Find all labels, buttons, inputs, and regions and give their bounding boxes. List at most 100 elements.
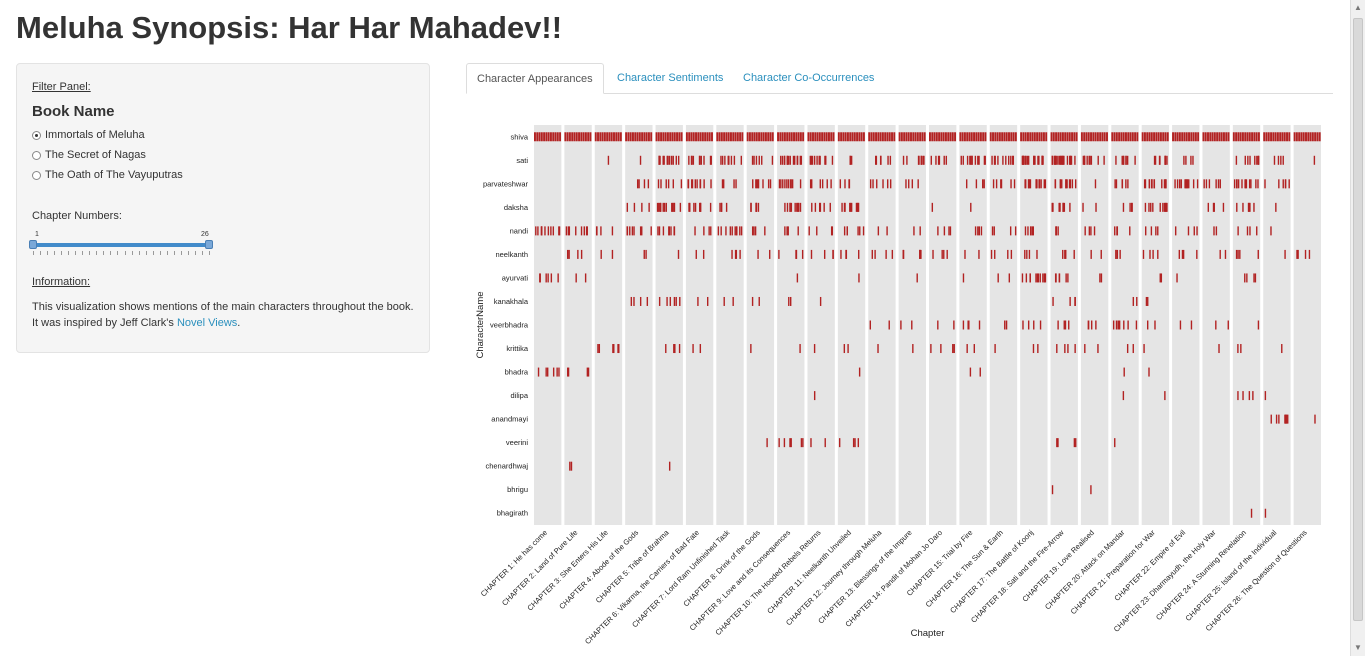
appearance-mark <box>1022 132 1025 142</box>
appearance-mark <box>1242 391 1244 401</box>
appearance-mark <box>938 155 941 165</box>
book-radio-oath-of-vayuputras[interactable]: The Oath of The Vayuputras <box>32 169 183 181</box>
page-scrollbar[interactable]: ▲ ▼ <box>1350 0 1365 656</box>
appearance-mark <box>929 132 931 142</box>
appearance-mark <box>1057 320 1059 330</box>
appearance-mark <box>887 155 889 165</box>
appearance-mark <box>1213 202 1215 212</box>
slider-min-handle[interactable] <box>29 240 37 249</box>
scrollbar-thumb[interactable] <box>1353 18 1363 621</box>
appearance-mark <box>676 132 679 142</box>
slider-track[interactable] <box>33 243 209 247</box>
appearance-mark <box>1037 155 1039 165</box>
appearance-mark <box>1154 320 1156 330</box>
appearance-mark <box>1165 179 1167 189</box>
appearance-mark <box>587 367 590 377</box>
appearance-mark <box>764 132 767 142</box>
chapter-facet-panel <box>625 125 653 525</box>
appearance-mark <box>1276 132 1279 142</box>
appearance-mark <box>795 249 797 259</box>
appearance-mark <box>1055 226 1058 236</box>
appearance-mark <box>1252 391 1254 401</box>
appearance-mark <box>830 179 832 189</box>
tab-character-sentiments[interactable]: Character Sentiments <box>617 72 724 84</box>
book-radio-secret-of-nagas[interactable]: The Secret of Nagas <box>32 149 146 161</box>
appearance-mark <box>1160 273 1163 283</box>
slider-max-handle[interactable] <box>205 240 213 249</box>
appearance-mark <box>754 226 757 236</box>
chapter-facet-panel <box>655 125 683 525</box>
appearance-mark <box>1090 226 1092 236</box>
appearance-mark <box>982 179 984 189</box>
chapter-range-slider[interactable]: 1 26 <box>29 231 213 261</box>
appearance-mark <box>854 438 856 448</box>
appearance-mark <box>1232 132 1235 142</box>
appearance-mark <box>1251 132 1254 142</box>
appearance-mark <box>819 202 822 212</box>
appearance-mark <box>840 249 842 259</box>
appearance-mark <box>992 179 995 189</box>
appearance-mark <box>789 155 791 165</box>
scroll-up-icon[interactable]: ▲ <box>1354 3 1362 12</box>
appearance-mark <box>1132 344 1134 354</box>
radio-unselected-icon[interactable] <box>32 150 41 160</box>
character-tick-label: bhadra <box>505 368 529 377</box>
appearance-mark <box>1183 155 1185 165</box>
appearance-mark <box>1264 179 1266 189</box>
appearance-mark <box>1176 132 1179 142</box>
tab-character-co-occurrences[interactable]: Character Co-Occurrences <box>743 72 875 84</box>
appearance-mark <box>1051 155 1054 165</box>
appearance-mark <box>1039 273 1041 283</box>
novel-views-link[interactable]: Novel Views <box>176 317 238 329</box>
appearance-mark <box>601 132 604 142</box>
appearance-mark <box>979 132 982 142</box>
appearance-mark <box>1012 155 1015 165</box>
radio-unselected-icon[interactable] <box>32 170 41 180</box>
appearance-mark <box>959 132 962 142</box>
radio-selected-icon[interactable] <box>32 130 41 140</box>
appearance-mark <box>1086 155 1088 165</box>
appearance-mark <box>1265 132 1268 142</box>
chapter-facet-panel <box>929 125 957 525</box>
appearance-mark <box>1213 132 1216 142</box>
book-radio-immortals-of-meluha[interactable]: Immortals of Meluha <box>32 129 145 141</box>
page-title: Meluha Synopsis: Har Har Mahadev!! <box>16 10 563 45</box>
appearance-mark <box>1022 155 1025 165</box>
appearance-mark <box>1132 296 1135 306</box>
appearance-mark <box>975 132 978 142</box>
appearance-mark <box>1042 132 1045 142</box>
appearance-mark <box>700 155 702 165</box>
x-axis-title: Chapter <box>911 628 945 639</box>
appearance-mark <box>1052 202 1054 212</box>
appearance-mark <box>1014 132 1017 142</box>
appearance-mark <box>567 249 569 259</box>
appearance-mark <box>872 179 874 189</box>
appearance-mark <box>968 132 971 142</box>
appearance-mark <box>885 249 887 259</box>
slider-tick <box>75 251 77 255</box>
tab-character-appearances[interactable]: Character Appearances <box>466 63 604 94</box>
appearance-mark <box>1043 179 1045 189</box>
appearance-mark <box>940 344 942 354</box>
character-tick-label: veerbhadra <box>490 321 529 330</box>
appearance-mark <box>1074 344 1076 354</box>
appearance-mark <box>811 179 813 189</box>
appearance-mark <box>1062 155 1064 165</box>
appearance-mark <box>666 155 668 165</box>
appearance-mark <box>966 344 968 354</box>
scroll-down-icon[interactable]: ▼ <box>1354 643 1362 652</box>
appearance-mark <box>1279 132 1282 142</box>
appearance-mark <box>799 344 801 354</box>
appearance-mark <box>790 202 793 212</box>
appearance-mark <box>1218 344 1220 354</box>
appearance-mark <box>1084 344 1086 354</box>
appearance-mark <box>675 155 677 165</box>
appearance-mark <box>1314 414 1316 424</box>
appearance-mark <box>1264 508 1267 518</box>
appearance-mark <box>1248 202 1250 212</box>
appearance-mark <box>1222 202 1225 212</box>
appearance-mark <box>1061 179 1063 189</box>
appearance-mark <box>1146 132 1149 142</box>
appearance-mark <box>578 132 581 142</box>
appearance-mark <box>697 132 700 142</box>
